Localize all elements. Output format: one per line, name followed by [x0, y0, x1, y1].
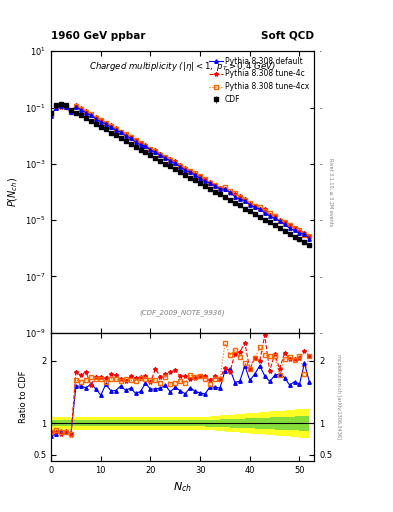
- Pythia 8.308 tune-4c: [282, 219, 287, 225]
- Pythia 8.308 tune-4cx: [307, 233, 312, 239]
- Pythia 8.308 tune-4c: [208, 179, 213, 185]
- Line: Pythia 8.308 tune-4c: Pythia 8.308 tune-4c: [49, 103, 312, 238]
- Pythia 8.308 tune-4cx: [49, 112, 53, 118]
- Y-axis label: Rivet 3.1.10, ≥ 3.2M events: Rivet 3.1.10, ≥ 3.2M events: [328, 158, 333, 226]
- Pythia 8.308 tune-4c: [252, 203, 257, 209]
- Text: Charged multiplicity ($|\eta| < 1,\ p_T > 0.4$ GeV): Charged multiplicity ($|\eta| < 1,\ p_T …: [89, 60, 276, 73]
- Y-axis label: mcplots.cern.ch [arXiv:1306.3436]: mcplots.cern.ch [arXiv:1306.3436]: [336, 354, 341, 439]
- Pythia 8.308 tune-4cx: [59, 103, 63, 109]
- Pythia 8.308 default: [49, 113, 53, 119]
- Y-axis label: $P(N_{ch})$: $P(N_{ch})$: [6, 177, 20, 207]
- Pythia 8.308 tune-4c: [307, 233, 312, 239]
- X-axis label: $N_{ch}$: $N_{ch}$: [173, 480, 192, 494]
- Pythia 8.308 tune-4cx: [208, 180, 213, 186]
- Line: Pythia 8.308 default: Pythia 8.308 default: [50, 104, 311, 241]
- Line: Pythia 8.308 tune-4cx: Pythia 8.308 tune-4cx: [50, 104, 311, 238]
- Pythia 8.308 tune-4c: [218, 185, 222, 191]
- Pythia 8.308 default: [307, 236, 312, 242]
- Pythia 8.308 tune-4cx: [218, 185, 222, 191]
- Pythia 8.308 tune-4cx: [203, 176, 208, 182]
- Legend: Pythia 8.308 default, Pythia 8.308 tune-4c, Pythia 8.308 tune-4cx, CDF: Pythia 8.308 default, Pythia 8.308 tune-…: [207, 55, 310, 105]
- Pythia 8.308 default: [59, 103, 63, 109]
- Pythia 8.308 tune-4cx: [252, 203, 257, 209]
- Pythia 8.308 default: [218, 186, 222, 192]
- Text: 1960 GeV ppbar: 1960 GeV ppbar: [51, 31, 145, 41]
- Y-axis label: Ratio to CDF: Ratio to CDF: [18, 371, 28, 423]
- Pythia 8.308 tune-4cx: [123, 131, 128, 137]
- Pythia 8.308 default: [252, 204, 257, 210]
- Text: Soft QCD: Soft QCD: [261, 31, 314, 41]
- Pythia 8.308 tune-4cx: [282, 219, 287, 225]
- Pythia 8.308 tune-4c: [203, 176, 208, 182]
- Text: (CDF_2009_NOTE_9936): (CDF_2009_NOTE_9936): [140, 309, 226, 316]
- Pythia 8.308 default: [123, 133, 128, 139]
- Pythia 8.308 default: [203, 178, 208, 184]
- Pythia 8.308 tune-4c: [123, 132, 128, 138]
- Pythia 8.308 tune-4c: [49, 112, 53, 118]
- Pythia 8.308 tune-4c: [73, 102, 78, 109]
- Pythia 8.308 default: [208, 180, 213, 186]
- Pythia 8.308 default: [282, 221, 287, 227]
